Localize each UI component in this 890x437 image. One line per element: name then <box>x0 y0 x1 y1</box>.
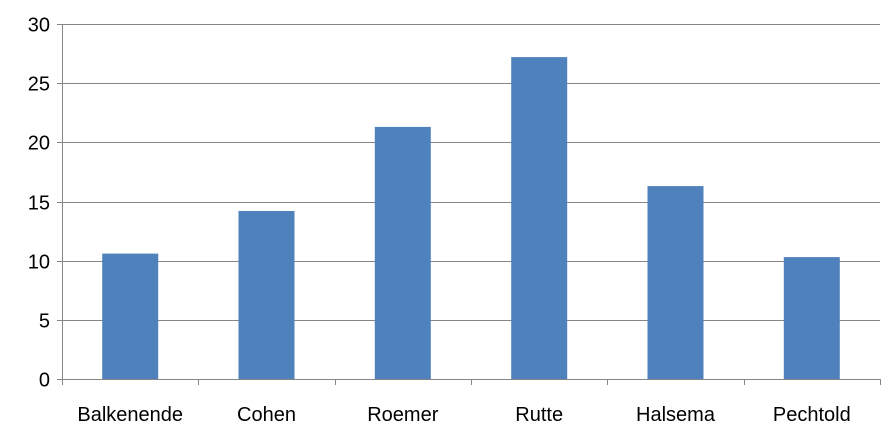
axes <box>57 24 881 385</box>
y-tick-label: 15 <box>28 193 50 215</box>
x-tick-label: Rutte <box>515 404 563 426</box>
bar-roemer <box>374 126 431 380</box>
y-tick-labels: 0 5 10 15 20 25 30 <box>28 15 50 392</box>
y-tick-label: 5 <box>39 311 50 333</box>
y-tick-label: 0 <box>39 370 50 392</box>
y-tick-label: 10 <box>28 252 50 274</box>
gridlines <box>62 24 880 321</box>
x-tick-labels: Balkenende Cohen Roemer Rutte Halsema Pechtol… <box>77 404 850 426</box>
y-tick-label: 30 <box>28 15 50 37</box>
x-tick-label: Cohen <box>237 404 296 426</box>
x-tick-label: Halsema <box>636 404 716 426</box>
y-tick-label: 20 <box>28 133 50 155</box>
y-tick-label: 25 <box>28 74 50 96</box>
x-tick-label: Pechtold <box>773 404 851 426</box>
bar-rutte <box>511 57 568 379</box>
bar-cohen <box>238 211 295 379</box>
bars <box>102 57 840 380</box>
bar-pechtold <box>783 257 840 379</box>
x-tick-label: Roemer <box>367 404 438 426</box>
bar-balkenende <box>102 253 159 379</box>
bar-halsema <box>647 186 704 379</box>
x-tick-label: Balkenende <box>77 404 183 426</box>
